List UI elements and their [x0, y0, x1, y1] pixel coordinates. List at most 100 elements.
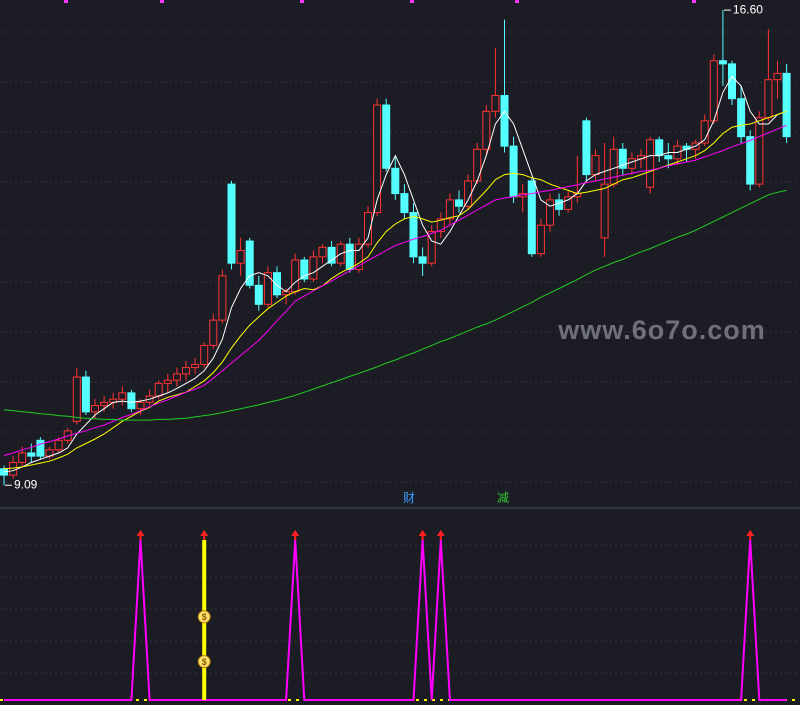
money-icon: [197, 610, 211, 624]
candle-body: [582, 120, 591, 176]
candle-body: [655, 139, 664, 157]
candle-body: [782, 72, 791, 138]
candle-body: [36, 439, 45, 457]
candle-body: [618, 148, 627, 169]
top-tick: [515, 0, 519, 3]
candle-body: [391, 167, 400, 195]
grid: [0, 31, 800, 674]
candle-body: [564, 196, 573, 210]
candle-body: [254, 284, 263, 305]
candle-body: [236, 250, 245, 264]
money-icon-text: $: [202, 612, 207, 622]
candle-body: [728, 63, 736, 100]
candle-body: [746, 136, 755, 185]
candle-body: [345, 243, 354, 270]
top-tick: [160, 0, 164, 3]
signal-arrow: [291, 530, 300, 540]
candle-body: [72, 376, 81, 422]
candle-body: [436, 218, 445, 233]
candle-body: [291, 259, 300, 293]
candle-body: [218, 275, 227, 321]
candle-body: [664, 155, 673, 160]
candle-body: [400, 193, 409, 214]
candle-body: [318, 246, 327, 258]
candle-body: [445, 199, 454, 220]
candle-body: [646, 139, 655, 188]
candle-body: [154, 382, 163, 397]
candle-body: [718, 60, 727, 65]
candle-body: [500, 95, 509, 147]
candle-body: [473, 148, 482, 182]
candle-body: [127, 392, 136, 410]
candle-body: [136, 401, 145, 410]
candle-body: [627, 158, 636, 169]
moving-average-line: [3, 75, 787, 473]
candle-body: [27, 452, 36, 457]
candle-body: [427, 231, 436, 264]
moving-average-line: [3, 124, 787, 456]
signal-arrow: [136, 530, 145, 540]
candle-body: [364, 212, 372, 245]
candle-body: [245, 240, 254, 286]
candle-body: [227, 183, 236, 264]
candle-body: [409, 212, 418, 258]
candle-body: [737, 98, 746, 138]
candle-body: [527, 180, 536, 255]
candle-body: [263, 272, 272, 305]
annotation-label: 9.09: [14, 477, 38, 491]
candle-body: [536, 224, 545, 255]
candle-body: [100, 401, 109, 407]
signal-arrow: [436, 530, 445, 540]
candle-body: [163, 379, 172, 384]
candle-body: [81, 376, 90, 413]
candle-body: [609, 148, 618, 185]
moving-average-line: [3, 189, 787, 421]
candle-body: [591, 155, 600, 176]
candle-body: [327, 246, 336, 264]
candle-body: [755, 117, 764, 185]
candle-body: [491, 95, 500, 112]
signal-line: [4, 539, 787, 701]
top-tick: [692, 0, 696, 3]
top-tick: [64, 0, 68, 3]
top-ticks: [64, 0, 696, 3]
candle-body: [209, 319, 218, 346]
marker-label: 减: [497, 491, 509, 505]
candle-body: [555, 199, 564, 210]
top-tick: [410, 0, 414, 3]
money-icon-text: $: [202, 657, 207, 667]
candle-body: [309, 256, 318, 280]
candle-body: [773, 72, 782, 81]
signal-arrow: [418, 530, 427, 540]
candle-body: [455, 199, 463, 207]
candle-body: [273, 272, 281, 296]
candle-body: [200, 344, 209, 365]
marker-label: 财: [403, 491, 415, 505]
candle-body: [118, 392, 127, 400]
candle-body: [191, 363, 200, 369]
candle-body: [418, 256, 427, 264]
candle-body: [600, 183, 609, 239]
candle-body: [382, 104, 391, 169]
candle-body: [373, 104, 382, 214]
money-icon: [197, 655, 211, 669]
candle-body: [509, 145, 518, 198]
candle-body: [91, 405, 99, 413]
candle-body: [546, 199, 554, 226]
candle-body: [764, 79, 773, 119]
signal-arrow: [746, 530, 755, 540]
top-tick: [300, 0, 304, 3]
candle-body: [354, 243, 363, 270]
candle-body: [464, 180, 473, 207]
annotation-label: 16.60: [733, 2, 763, 16]
candle-body: [54, 439, 63, 451]
watermark: www.6o7o.com: [557, 315, 766, 345]
candle-body: [482, 110, 491, 150]
signal-arrow: [200, 530, 209, 540]
candle-body: [182, 367, 190, 375]
candle-body: [172, 373, 181, 381]
candle-body: [300, 259, 309, 280]
